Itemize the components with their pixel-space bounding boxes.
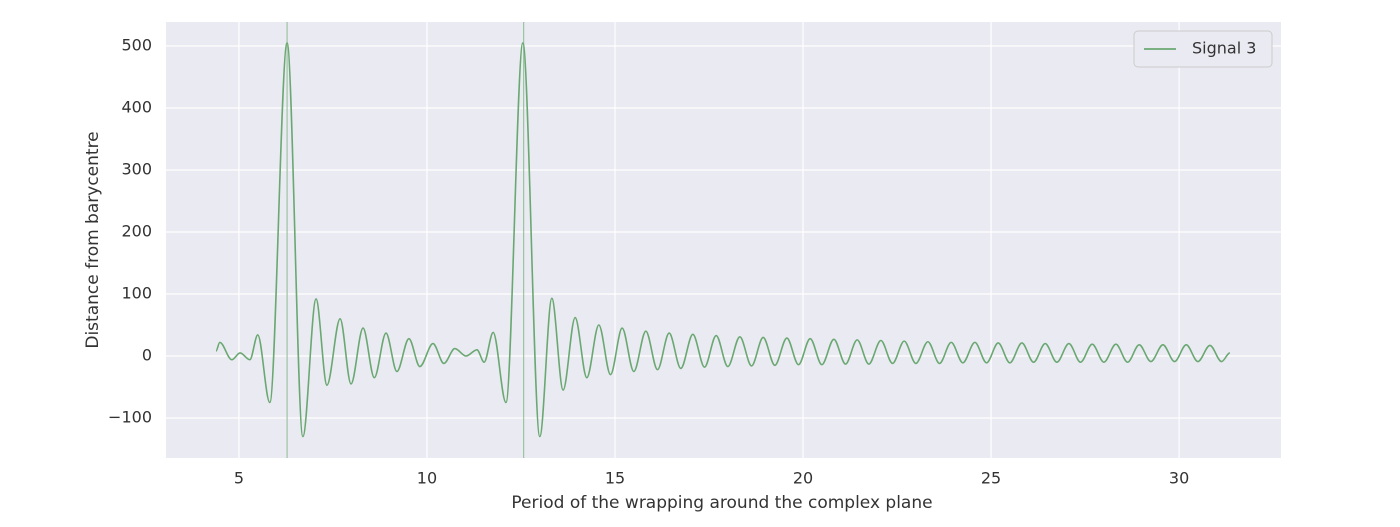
y-tick-label: 300 (121, 159, 152, 178)
x-tick-label: 10 (417, 469, 437, 488)
x-tick-label: 25 (981, 469, 1001, 488)
x-tick-label: 5 (234, 469, 244, 488)
legend (1133, 30, 1273, 68)
x-axis-label: Period of the wrapping around the comple… (511, 493, 932, 513)
y-tick-label: 100 (121, 284, 152, 303)
plot-area (166, 22, 1281, 458)
x-tick-label: 15 (605, 469, 625, 488)
legend-label: Signal 3 (1192, 39, 1256, 58)
y-tick-label: 0 (142, 346, 152, 365)
y-tick-label: 200 (121, 222, 152, 241)
y-tick-label: −100 (108, 408, 152, 427)
y-tick-label: 500 (121, 35, 152, 54)
y-tick-label: 400 (121, 97, 152, 116)
x-tick-label: 20 (793, 469, 813, 488)
x-tick-label: 30 (1169, 469, 1189, 488)
y-axis-label: Distance from barycentre (83, 131, 103, 348)
line (215, 42, 1231, 438)
